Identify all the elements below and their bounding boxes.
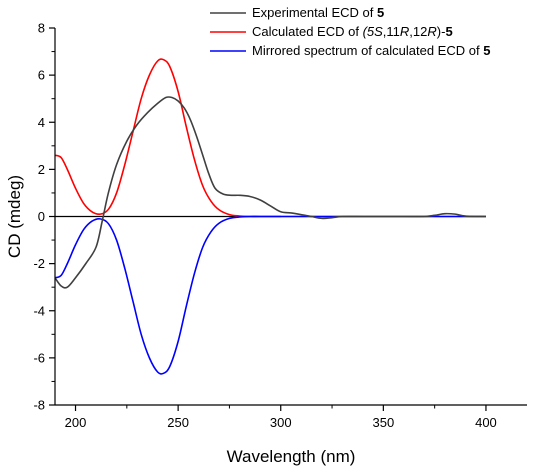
legend: Experimental ECD of 5 Calculated ECD of (… — [210, 5, 490, 58]
legend-label-3: Mirrored spectrum of calculated ECD of 5 — [252, 43, 490, 58]
ticks: 200 250 300 350 400 -8 -6 -4 -2 0 2 4 6 8 — [33, 21, 496, 431]
series-line-1 — [55, 96, 486, 289]
x-tick-label: 300 — [270, 415, 292, 430]
plot-lines — [55, 58, 486, 375]
y-tick-label: 8 — [38, 21, 45, 36]
y-tick-label: -6 — [33, 350, 45, 365]
y-tick-label: 4 — [38, 115, 45, 130]
x-axis-title: Wavelength (nm) — [227, 447, 356, 466]
y-tick-label: 2 — [38, 162, 45, 177]
y-tick-label: -2 — [33, 256, 45, 271]
x-tick-label: 250 — [167, 415, 189, 430]
y-tick-label: -4 — [33, 303, 45, 318]
y-tick-label: 6 — [38, 68, 45, 83]
x-tick-label: 200 — [65, 415, 87, 430]
legend-label-1: Experimental ECD of 5 — [252, 5, 384, 20]
y-axis-title: CD (mdeg) — [5, 175, 24, 258]
y-tick-label: -8 — [33, 398, 45, 413]
legend-label-2: Calculated ECD of (5S,11R,12R)-5 — [252, 24, 453, 39]
y-tick-label: 0 — [38, 209, 45, 224]
x-tick-label: 400 — [475, 415, 497, 430]
x-tick-label: 350 — [372, 415, 394, 430]
series-line-3 — [55, 215, 486, 375]
series-line-2 — [55, 58, 281, 218]
